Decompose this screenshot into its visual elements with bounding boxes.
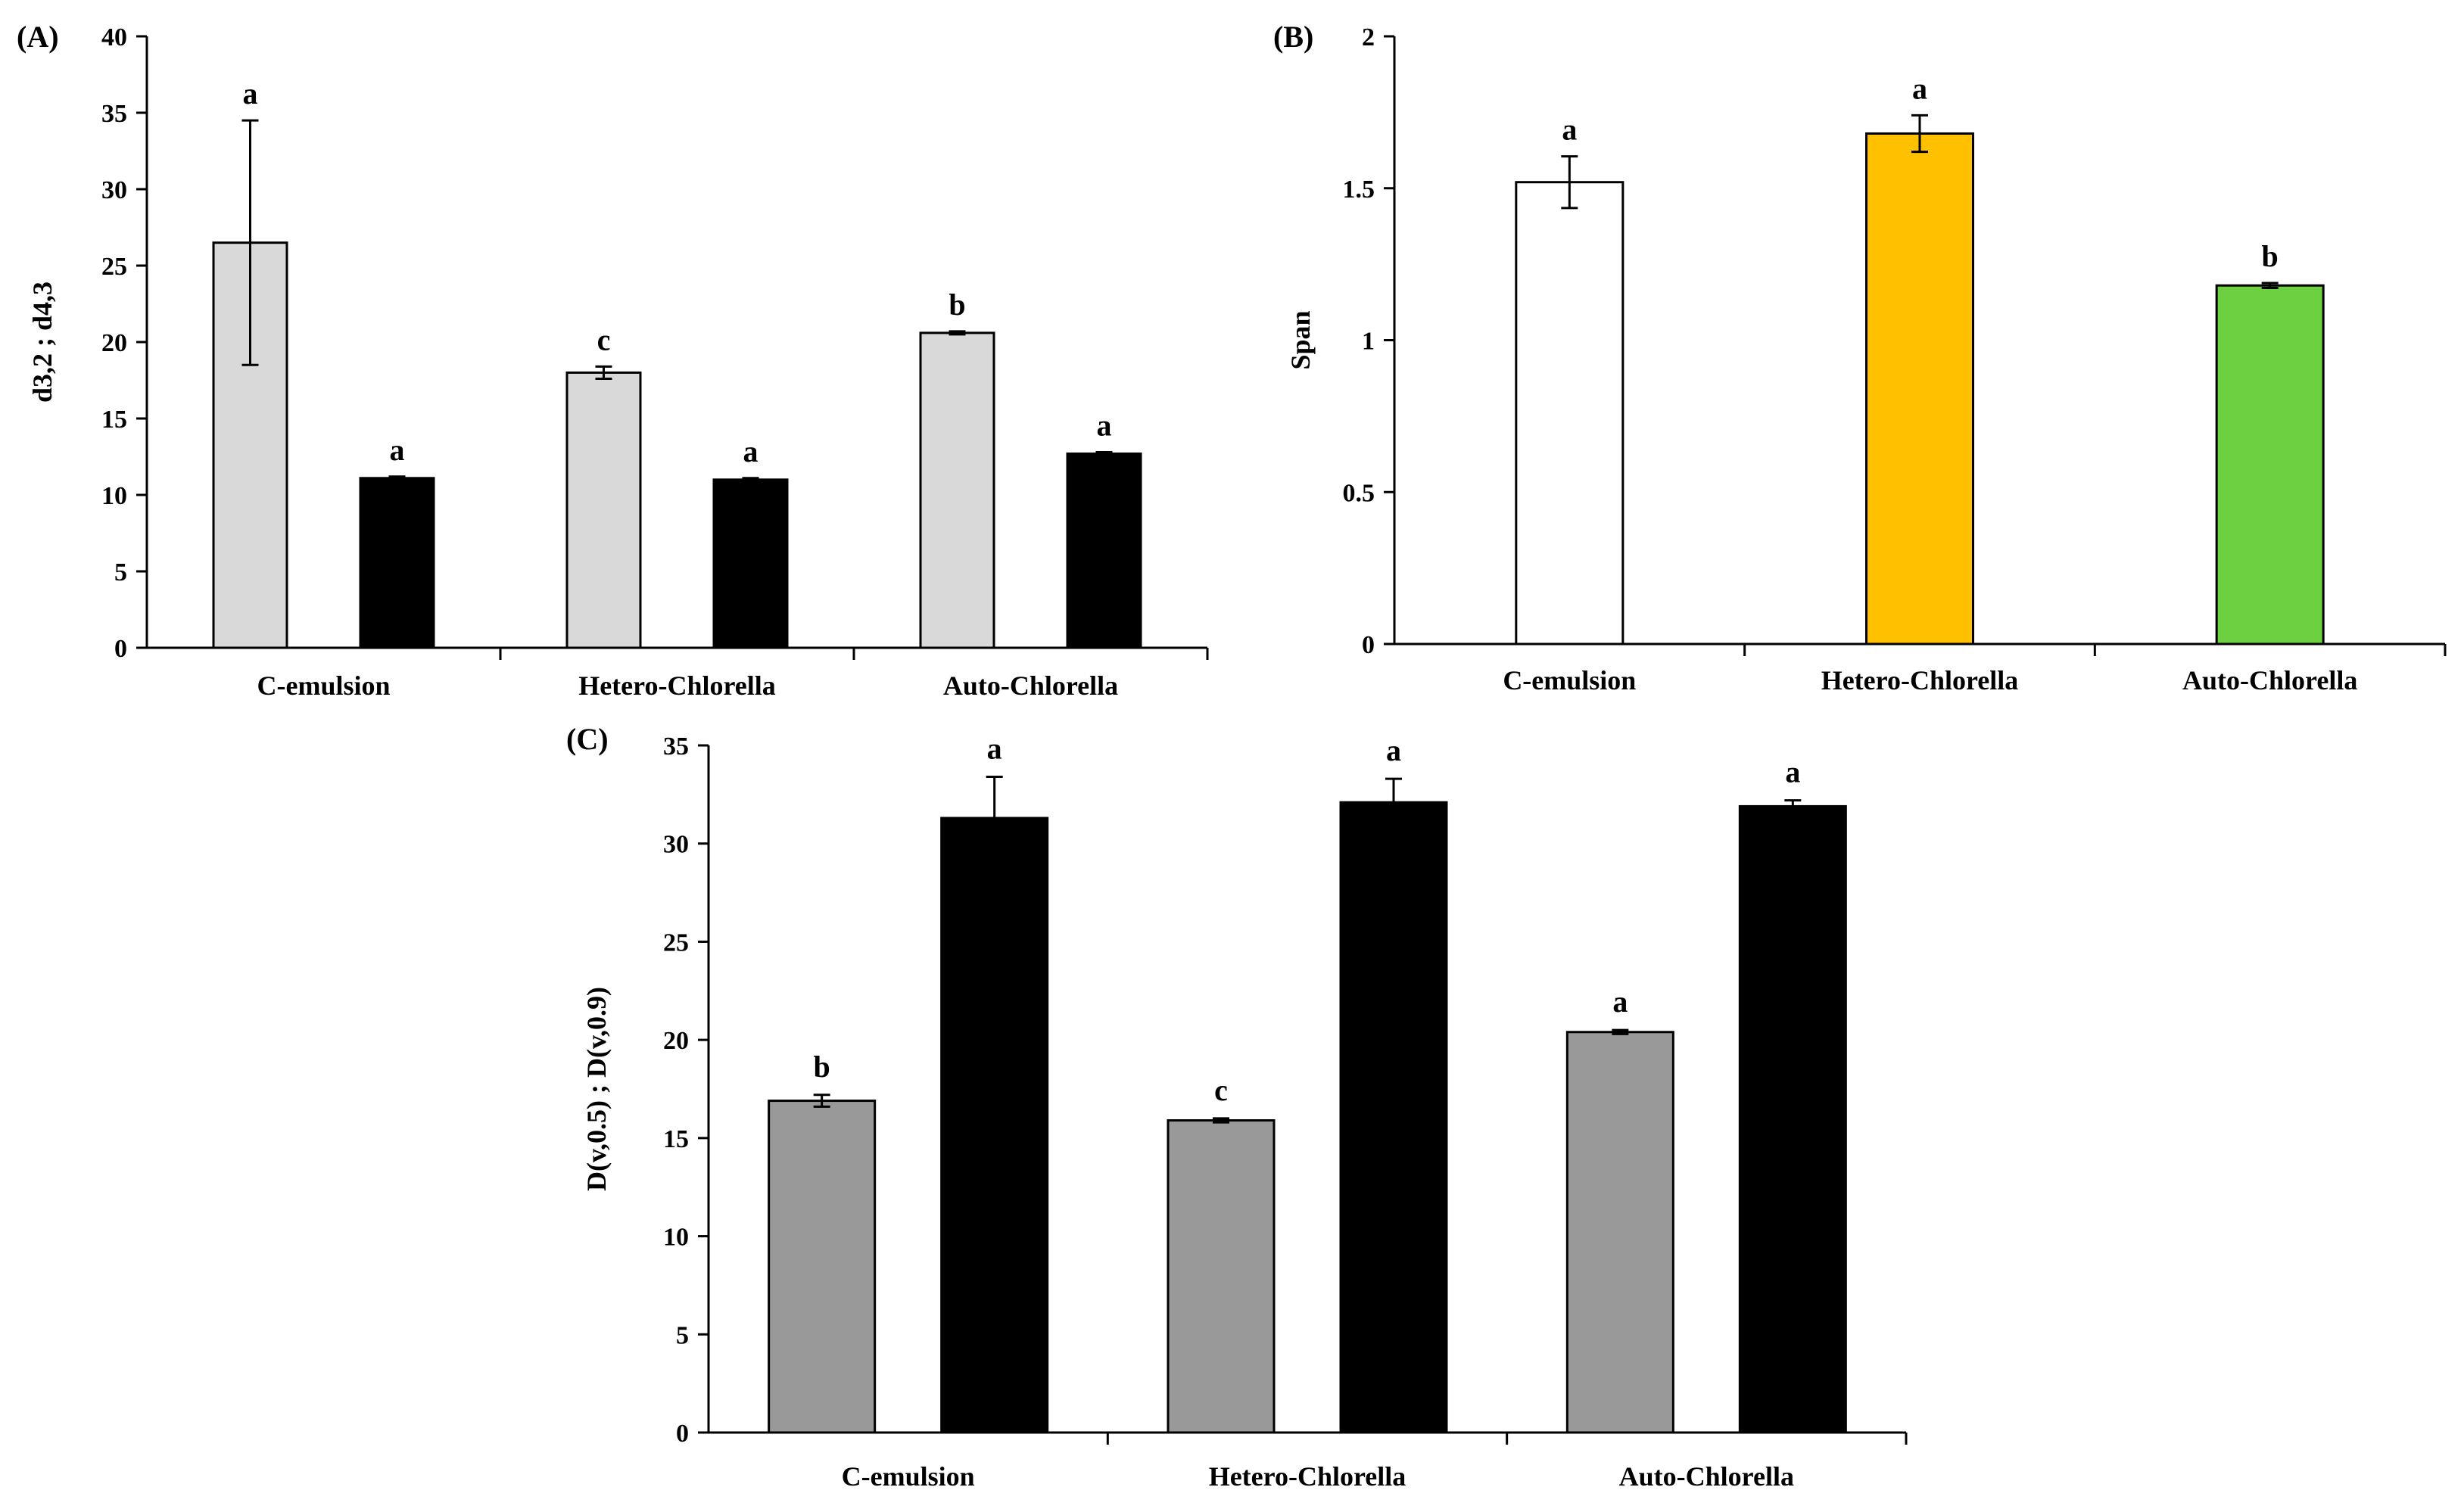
chart-a-category-label-2: Auto-Chlorella	[943, 670, 1118, 701]
chart-b-category-label-1: Hetero-Chlorella	[1821, 665, 2019, 695]
chart-c-category-label-2: Auto-Chlorella	[1619, 1461, 1794, 1492]
chart-a-significance-letter-s1-1: a	[743, 434, 759, 468]
chart-c-y-tick-label-7: 35	[663, 733, 689, 761]
chart-c-y-tick-label-2: 10	[663, 1224, 689, 1252]
chart-c-bar-s0-0	[768, 1100, 877, 1434]
chart-c-y-tick-label-6: 30	[663, 831, 689, 859]
chart-b-y-tick-label-2: 1	[1362, 328, 1375, 356]
chart-b-bar-s0-1	[1865, 132, 1974, 646]
chart-a-bar-s1-2	[1066, 452, 1142, 649]
chart-c-category-label-1: Hetero-Chlorella	[1209, 1461, 1406, 1492]
chart-b-y-tick-label-0: 0	[1362, 631, 1375, 659]
chart-c-significance-letter-s1-1: a	[1386, 733, 1401, 767]
chart-a-bar-s1-1	[712, 478, 789, 649]
chart-c-significance-letter-s1-2: a	[1785, 755, 1800, 789]
chart-c-bar-s1-0	[940, 817, 1049, 1434]
chart-a-y-axis-label: d3,2 ; d4,3	[27, 282, 58, 403]
chart-c-y-tick-label-5: 25	[663, 929, 689, 957]
chart-a-significance-letter-s1-2: a	[1097, 408, 1112, 442]
chart-b-y-tick-label-4: 2	[1362, 23, 1375, 51]
chart-a-y-tick-label-6: 30	[101, 176, 127, 204]
chart-c-significance-letter-s0-2: a	[1612, 985, 1628, 1019]
chart-a-category-label-0: C-emulsion	[257, 670, 390, 701]
chart-a-y-tick-label-5: 25	[101, 253, 127, 281]
chart-b-category-label-2: Auto-Chlorella	[2182, 665, 2357, 695]
chart-c-significance-letter-s0-0: b	[814, 1050, 830, 1084]
chart-a-y-tick-label-7: 35	[101, 100, 127, 128]
chart-b-y-tick-label-1: 0.5	[1343, 479, 1375, 507]
chart-b-y-tick-label-3: 1.5	[1343, 176, 1375, 204]
chart-c-y-tick-label-4: 20	[663, 1027, 689, 1055]
chart-a-bar-s0-2	[919, 331, 995, 649]
chart-a-y-tick-label-0: 0	[114, 635, 127, 663]
chart-b-category-label-0: C-emulsion	[1503, 665, 1636, 695]
chart-c-category-label-0: C-emulsion	[842, 1461, 975, 1492]
chart-c-bar-s0-2	[1565, 1031, 1674, 1434]
panel-c-chart: (C) D(v,0.5) ; D(v,0.9) 0 5 10 15 20 25 30 35 C-em…	[566, 722, 1908, 1492]
panel-b-chart: (B) Span 0 0.5 1 1.5 2 C-emulsion Hetero-Chlorel…	[1273, 20, 2447, 695]
chart-a-y-tick-label-1: 5	[114, 558, 127, 586]
chart-c-y-tick-label-0: 0	[676, 1420, 689, 1448]
chart-a-significance-letter-s0-0: a	[243, 76, 258, 110]
chart-a-significance-letter-s0-1: c	[597, 322, 611, 356]
chart-c-significance-letter-s1-0: a	[987, 732, 1002, 766]
chart-a-significance-letter-s0-2: b	[949, 288, 965, 322]
chart-a-significance-letter-s1-0: a	[390, 433, 405, 467]
chart-c-y-axis-label: D(v,0.5) ; D(v,0.9)	[581, 987, 612, 1191]
chart-a-panel-label: (A)	[17, 20, 59, 54]
chart-a-y-tick-label-2: 10	[101, 482, 127, 510]
chart-c-bar-s0-1	[1167, 1119, 1276, 1434]
chart-a-y-tick-label-8: 40	[101, 23, 127, 51]
chart-a-category-label-1: Hetero-Chlorella	[578, 670, 776, 701]
chart-b-significance-letter-s0-1: a	[1912, 71, 1927, 105]
chart-c-panel-label: (C)	[566, 722, 609, 756]
chart-b-bar-s0-2	[2215, 284, 2325, 646]
panel-a-chart: (A) d3,2 ; d4,3 0 5 10 15 20 25 30 35 40 C-emulsion…	[17, 20, 1209, 701]
chart-a-y-tick-label-3: 15	[101, 406, 127, 434]
chart-c-significance-letter-s0-1: c	[1214, 1073, 1228, 1107]
chart-c-y-tick-label-1: 5	[676, 1321, 689, 1349]
chart-a-bar-s0-1	[565, 371, 642, 649]
chart-a-y-tick-label-4: 20	[101, 329, 127, 357]
chart-b-y-axis-label: Span	[1285, 310, 1316, 369]
chart-c-bar-s1-1	[1339, 801, 1448, 1434]
chart-b-significance-letter-s0-2: b	[2262, 239, 2279, 273]
chart-b-bar-s0-0	[1515, 181, 1624, 646]
chart-c-y-tick-label-3: 15	[663, 1125, 689, 1153]
chart-b-significance-letter-s0-0: a	[1562, 113, 1577, 147]
chart-c-bar-s1-2	[1738, 804, 1847, 1434]
chart-a-bar-s1-0	[359, 477, 435, 649]
chart-b-panel-label: (B)	[1273, 20, 1313, 54]
